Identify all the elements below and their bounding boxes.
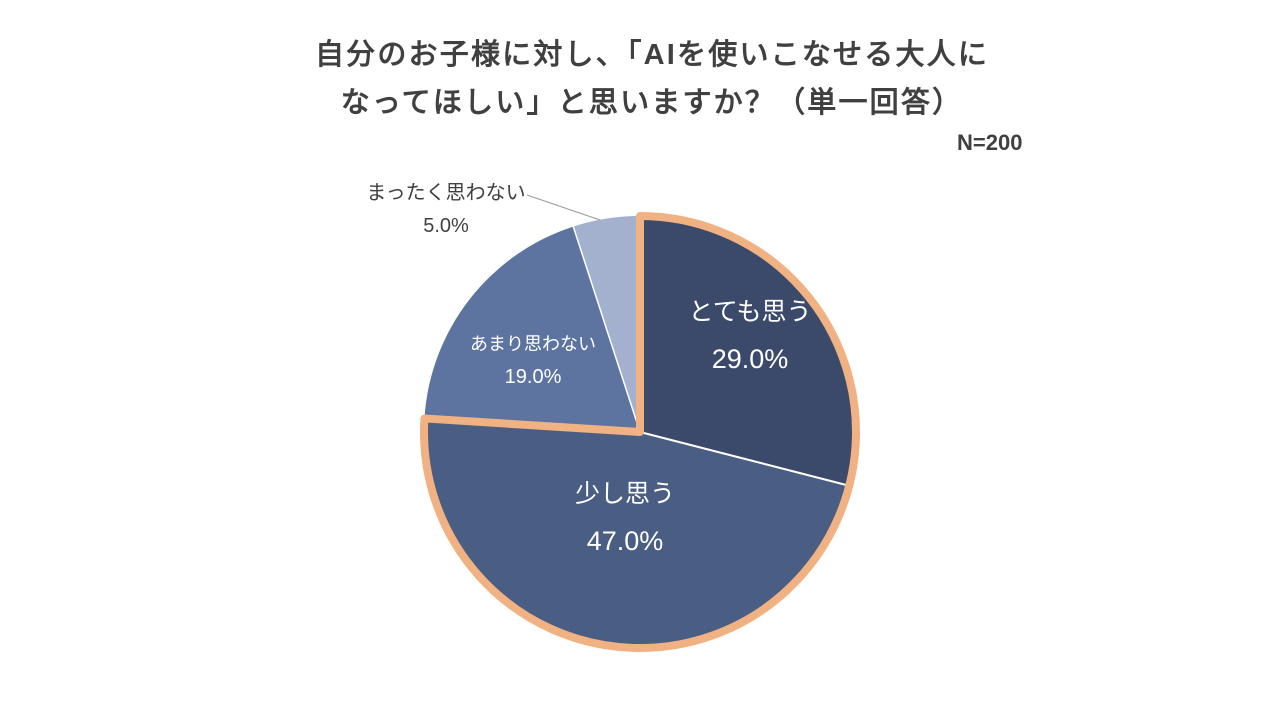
svg-text:29.0%: 29.0% [712,344,789,374]
svg-text:まったく思わない: まったく思わない [366,182,525,204]
svg-text:19.0%: 19.0% [505,366,562,388]
svg-text:47.0%: 47.0% [587,526,664,556]
svg-text:とても思う: とても思う [688,298,811,326]
svg-text:少し思う: 少し思う [575,480,675,508]
svg-text:あまり思わない: あまり思わない [470,334,596,354]
svg-text:5.0%: 5.0% [423,215,469,237]
